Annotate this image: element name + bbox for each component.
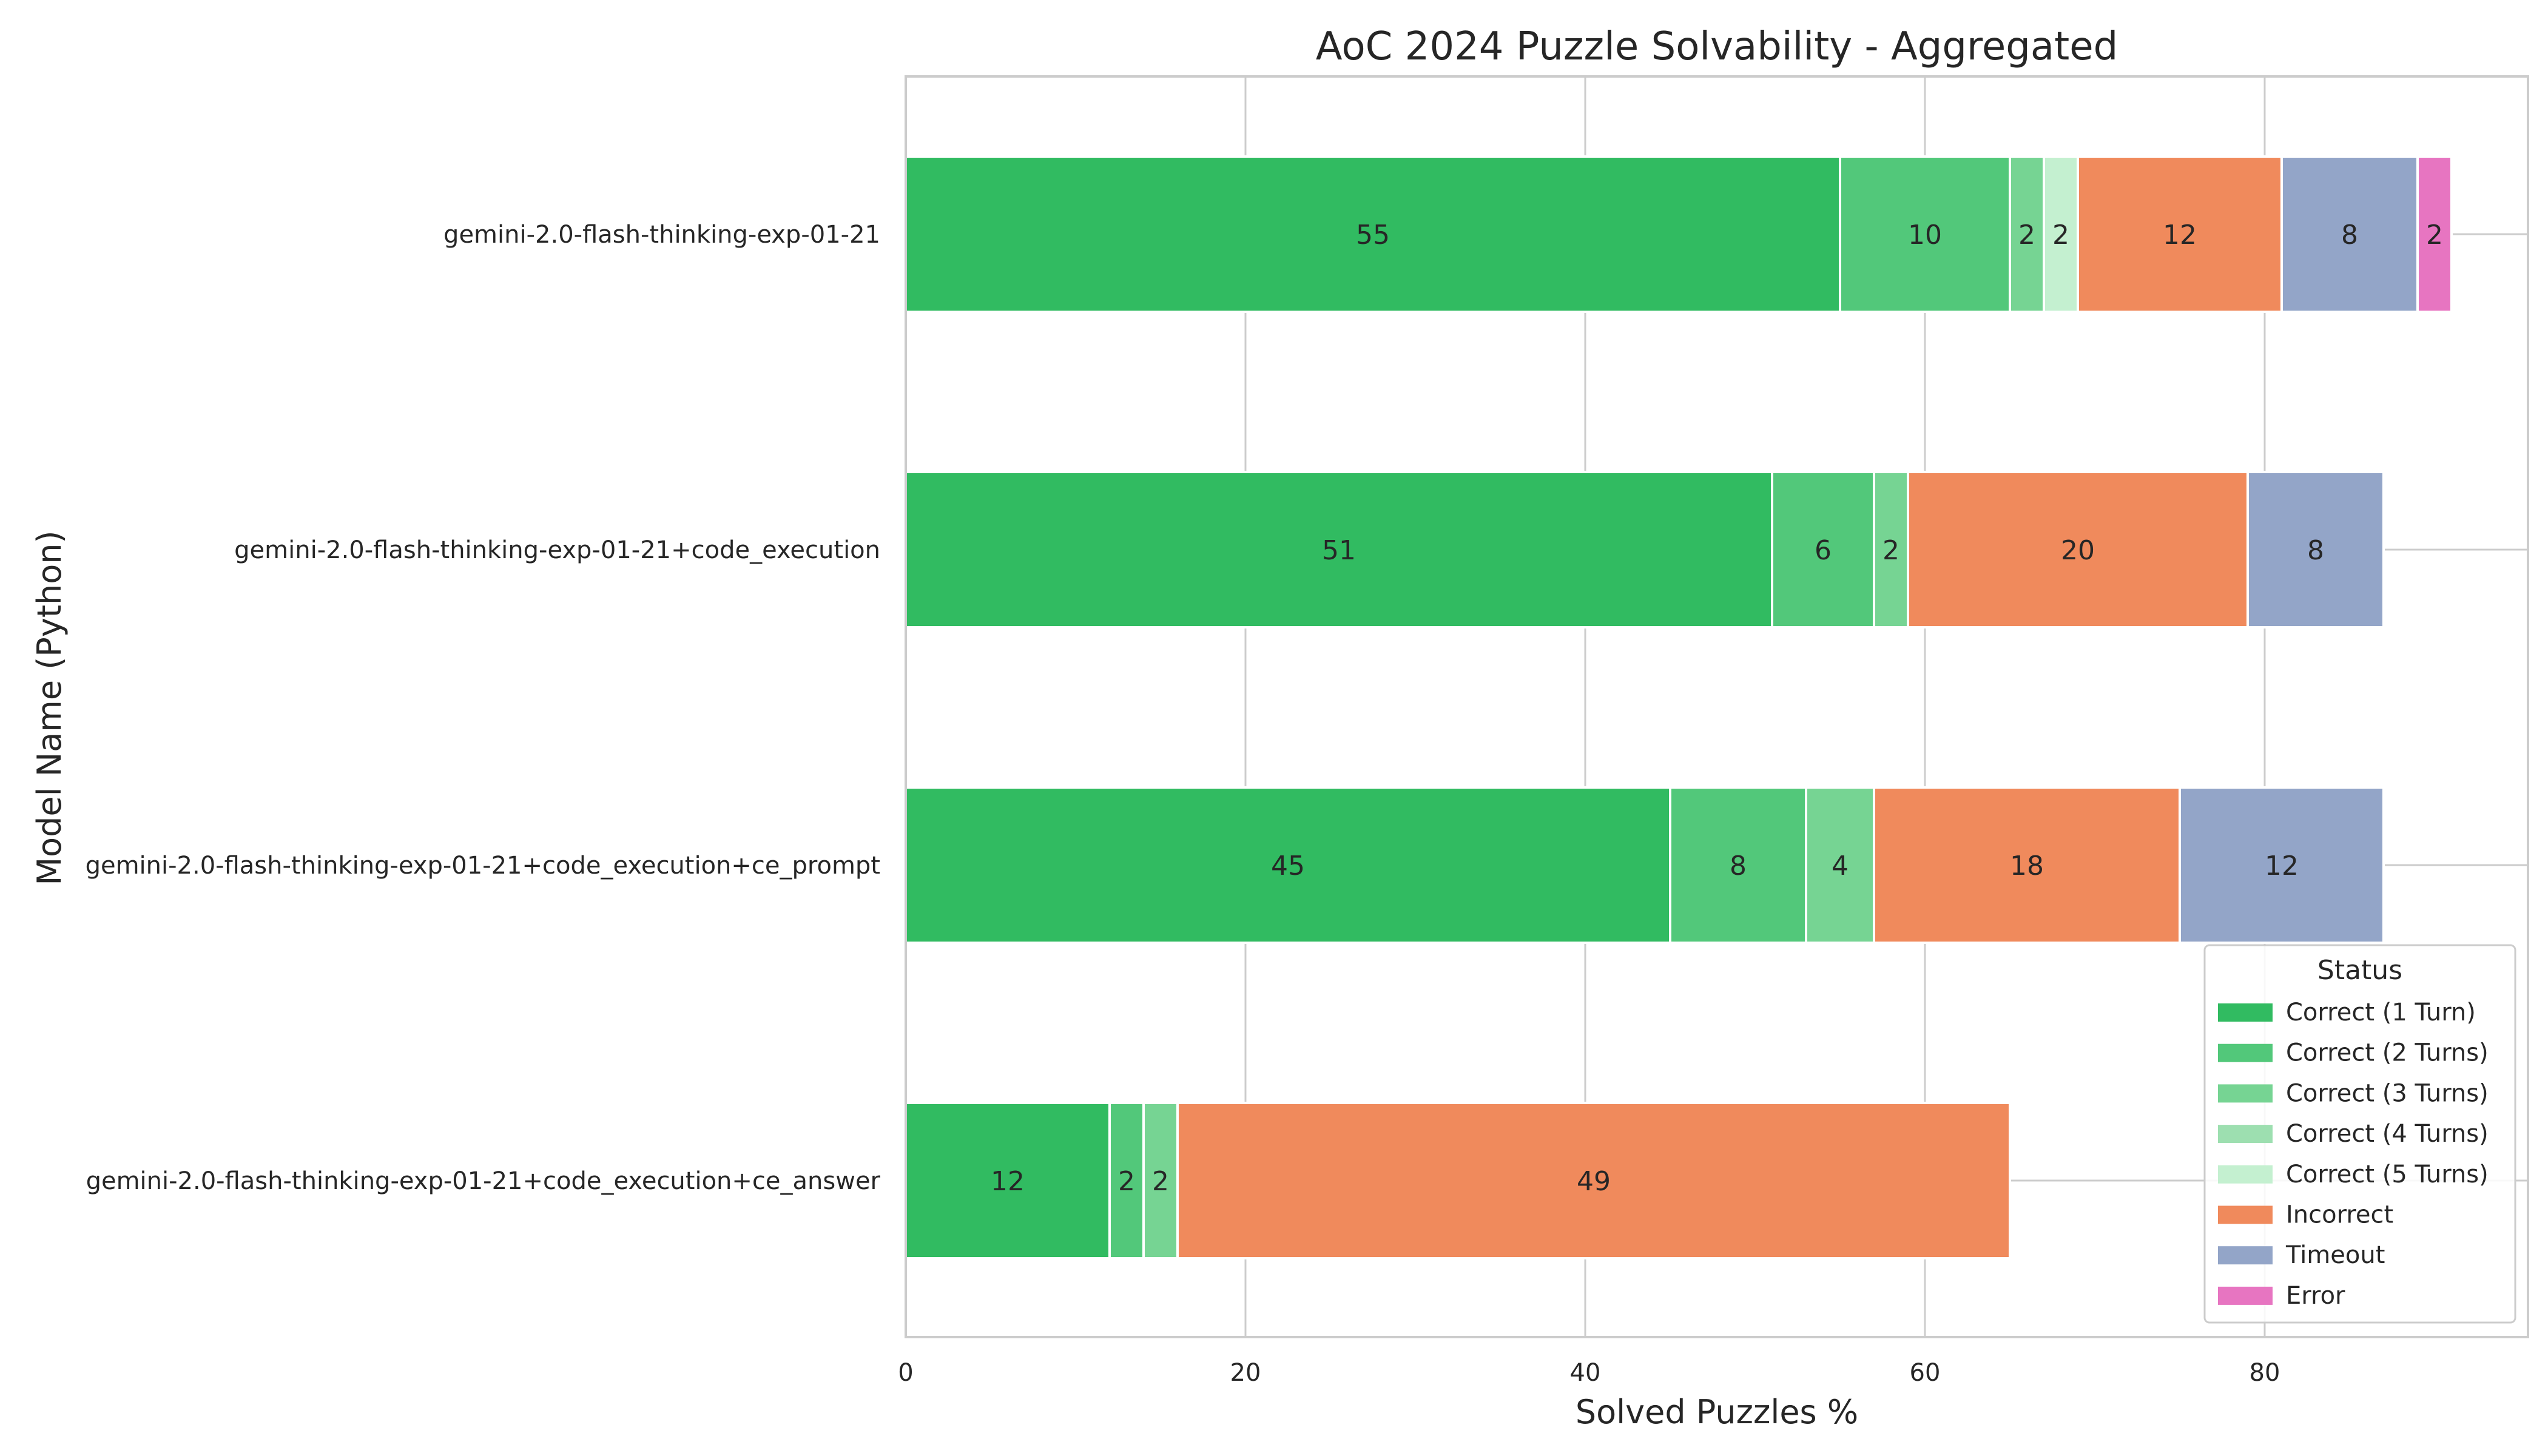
legend-label: Error bbox=[2286, 1282, 2345, 1310]
bar-data-label: 2 bbox=[1152, 1166, 1169, 1197]
y-tick-label: gemini-2.0-flash-thinking-exp-01-21+code… bbox=[86, 852, 880, 880]
bar-segment-correct-2-turns bbox=[1771, 471, 1875, 629]
bar-segment-incorrect bbox=[1907, 471, 2249, 629]
bar-data-label: 51 bbox=[1322, 535, 1356, 566]
bar-data-label: 49 bbox=[1577, 1166, 1611, 1197]
x-tick-label: 20 bbox=[1230, 1359, 1261, 1387]
legend-label: Correct (1 Turn) bbox=[2286, 999, 2476, 1026]
legend-swatch-correct-4-turns bbox=[2218, 1125, 2273, 1144]
bar-segment-incorrect bbox=[2077, 155, 2283, 313]
legend-label: Timeout bbox=[2285, 1241, 2385, 1269]
x-tick-label: 60 bbox=[1910, 1359, 1941, 1387]
bar-segment-timeout bbox=[2246, 471, 2385, 629]
bar-segment-error bbox=[2416, 155, 2453, 313]
bar-data-label: 8 bbox=[2341, 220, 2358, 251]
legend-swatch-error bbox=[2218, 1286, 2273, 1305]
legend-label: Correct (4 Turns) bbox=[2286, 1120, 2489, 1148]
legend-label: Incorrect bbox=[2286, 1201, 2393, 1229]
bar-segment-correct-3-turns bbox=[1142, 1102, 1179, 1259]
bar-segment-correct-1-turn bbox=[905, 471, 1773, 629]
bar-data-label: 12 bbox=[2163, 220, 2197, 251]
x-tick-label: 80 bbox=[2250, 1359, 2280, 1387]
legend-swatch-correct-3-turns bbox=[2218, 1084, 2273, 1103]
bar-data-label: 45 bbox=[1271, 851, 1305, 881]
bar-data-label: 12 bbox=[991, 1166, 1025, 1197]
bar-data-label: 8 bbox=[2307, 535, 2324, 566]
legend-swatch-correct-2-turns bbox=[2218, 1043, 2273, 1062]
legend-swatch-timeout bbox=[2218, 1246, 2273, 1265]
legend-label: Correct (3 Turns) bbox=[2286, 1079, 2489, 1107]
bar-data-label: 2 bbox=[2018, 220, 2035, 251]
bar-segment-correct-2-turns bbox=[1669, 786, 1807, 944]
bar-data-label: 2 bbox=[2052, 220, 2069, 251]
bar-segment-correct-3-turns bbox=[1873, 471, 1909, 629]
chart-title: AoC 2024 Puzzle Solvability - Aggregated bbox=[1316, 24, 2118, 69]
bar-segment-timeout bbox=[2179, 786, 2385, 944]
legend: Status Correct (1 Turn) Correct (2 Turns) C… bbox=[2203, 944, 2516, 1324]
y-tick-label: gemini-2.0-flash-thinking-exp-01-21+code… bbox=[86, 1167, 881, 1195]
legend-title: Status bbox=[2317, 955, 2402, 986]
y-tick-label: gemini-2.0-flash-thinking-exp-01-21 bbox=[443, 221, 880, 249]
bar-data-label: 18 bbox=[2010, 851, 2044, 881]
bar-data-label: 2 bbox=[2426, 220, 2443, 251]
x-axis-title: Solved Puzzles % bbox=[1576, 1393, 1858, 1431]
bar-data-label: 20 bbox=[2061, 535, 2095, 566]
bar-segment-correct-3-turns bbox=[2009, 155, 2045, 313]
bar-data-label: 8 bbox=[1730, 851, 1747, 881]
bar-segment-correct-1-turn bbox=[905, 1102, 1111, 1259]
bar-data-label: 2 bbox=[1882, 535, 1899, 566]
bar-data-label: 4 bbox=[1832, 851, 1849, 881]
legend-box bbox=[2203, 944, 2516, 1324]
bar-data-label: 55 bbox=[1356, 220, 1390, 251]
axes: 0 20 40 60 80 gemini-2.0-flash-thinking-exp-0… bbox=[86, 75, 2529, 1387]
bar-data-label: 10 bbox=[1908, 220, 1942, 251]
bar-segment-incorrect bbox=[1176, 1102, 2011, 1259]
legend-swatch-correct-5-turns bbox=[2218, 1165, 2273, 1184]
y-axis-title: Model Name (Python) bbox=[30, 530, 69, 885]
legend-swatch-correct-1-turn bbox=[2218, 1003, 2273, 1022]
bar-data-label: 2 bbox=[1118, 1166, 1135, 1197]
y-tick-label: gemini-2.0-flash-thinking-exp-01-21+code… bbox=[234, 536, 880, 564]
bar-segment-correct-5-turns bbox=[2043, 155, 2079, 313]
x-tick-label: 0 bbox=[898, 1359, 913, 1387]
bar-segment-correct-2-turns bbox=[1108, 1102, 1145, 1259]
bar-data-label: 12 bbox=[2265, 851, 2299, 881]
bar-segment-timeout bbox=[2280, 155, 2419, 313]
legend-label: Correct (2 Turns) bbox=[2286, 1039, 2489, 1067]
bar-segment-correct-3-turns bbox=[1805, 786, 1875, 944]
bar-data-label: 6 bbox=[1815, 535, 1832, 566]
plot-frame bbox=[905, 75, 2529, 1338]
bar-segment-correct-2-turns bbox=[1839, 155, 2011, 313]
legend-label: Correct (5 Turns) bbox=[2286, 1161, 2489, 1188]
x-tick-label: 40 bbox=[1570, 1359, 1601, 1387]
legend-swatch-incorrect bbox=[2218, 1205, 2273, 1224]
